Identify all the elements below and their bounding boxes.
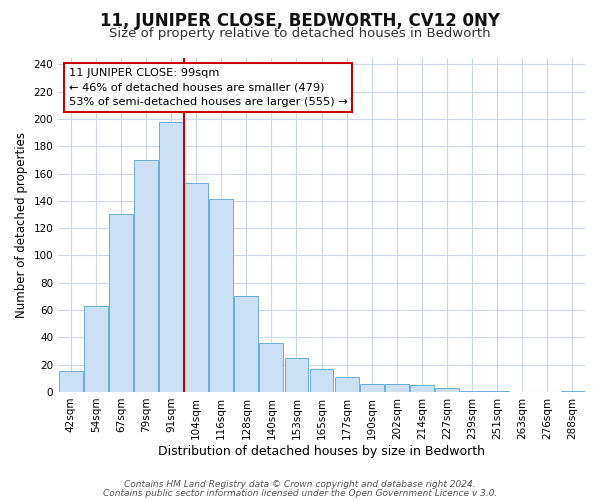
Bar bbox=[435, 388, 459, 392]
Bar bbox=[184, 183, 208, 392]
Text: Size of property relative to detached houses in Bedworth: Size of property relative to detached ho… bbox=[109, 28, 491, 40]
Text: Contains HM Land Registry data © Crown copyright and database right 2024.: Contains HM Land Registry data © Crown c… bbox=[124, 480, 476, 489]
Bar bbox=[385, 384, 409, 392]
Bar bbox=[259, 343, 283, 392]
Bar bbox=[84, 306, 108, 392]
Bar bbox=[59, 372, 83, 392]
Bar bbox=[360, 384, 383, 392]
Text: Contains public sector information licensed under the Open Government Licence v : Contains public sector information licen… bbox=[103, 489, 497, 498]
Bar bbox=[410, 385, 434, 392]
Bar bbox=[235, 296, 258, 392]
Bar bbox=[109, 214, 133, 392]
Bar bbox=[335, 377, 359, 392]
Text: 11, JUNIPER CLOSE, BEDWORTH, CV12 0NY: 11, JUNIPER CLOSE, BEDWORTH, CV12 0NY bbox=[100, 12, 500, 30]
Bar bbox=[284, 358, 308, 392]
Text: 11 JUNIPER CLOSE: 99sqm
← 46% of detached houses are smaller (479)
53% of semi-d: 11 JUNIPER CLOSE: 99sqm ← 46% of detache… bbox=[69, 68, 347, 107]
Bar bbox=[485, 390, 509, 392]
Bar bbox=[159, 122, 183, 392]
Bar bbox=[209, 200, 233, 392]
Bar bbox=[310, 369, 334, 392]
Y-axis label: Number of detached properties: Number of detached properties bbox=[15, 132, 28, 318]
Bar bbox=[134, 160, 158, 392]
X-axis label: Distribution of detached houses by size in Bedworth: Distribution of detached houses by size … bbox=[158, 444, 485, 458]
Bar bbox=[560, 390, 584, 392]
Bar bbox=[460, 390, 484, 392]
